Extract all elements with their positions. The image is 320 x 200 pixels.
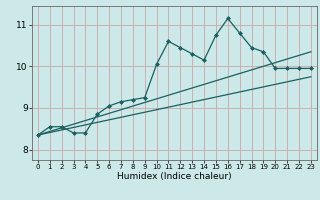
- X-axis label: Humidex (Indice chaleur): Humidex (Indice chaleur): [117, 172, 232, 181]
